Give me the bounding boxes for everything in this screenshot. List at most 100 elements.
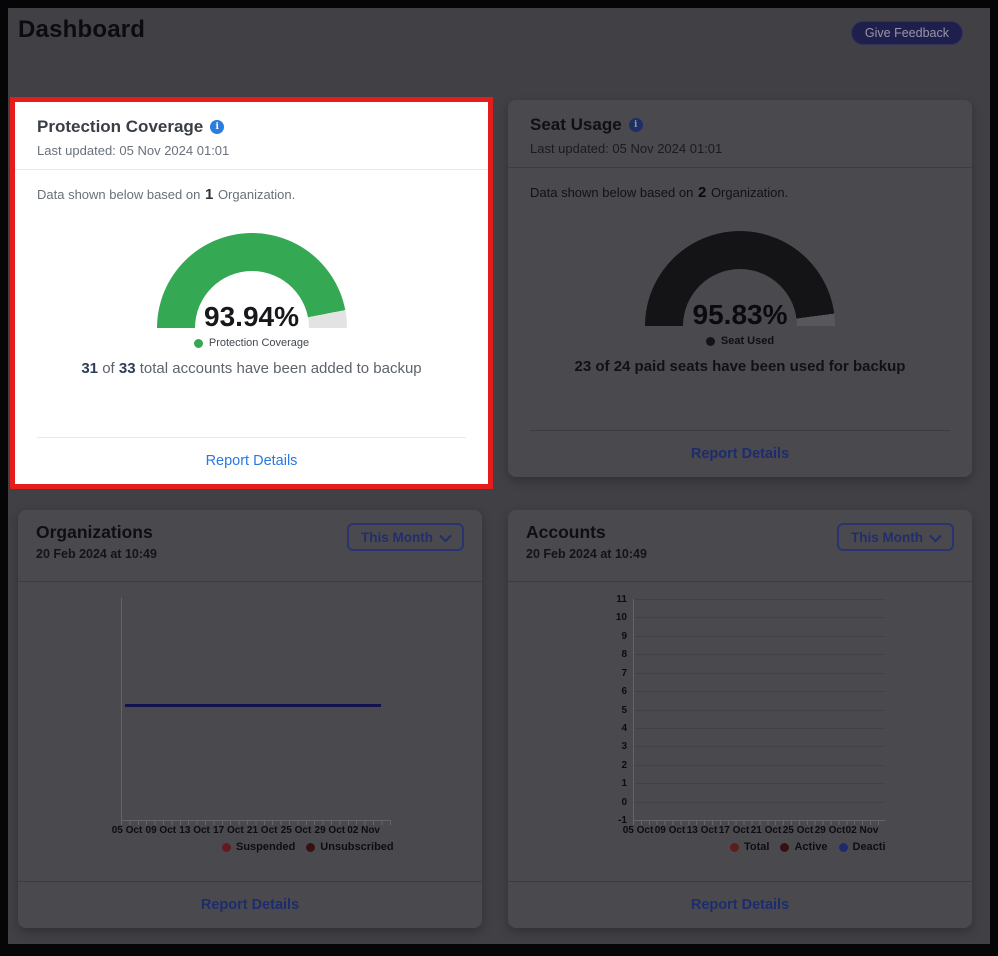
accounts-card-title: Accounts	[526, 522, 606, 542]
organizations-range-dropdown[interactable]: This Month	[347, 523, 464, 551]
legend-dot	[838, 842, 848, 852]
give-feedback-button[interactable]: Give Feedback	[850, 21, 963, 45]
legend-label: Total	[744, 841, 770, 853]
protection-gauge-legend: Protection Coverage	[37, 337, 466, 349]
organizations-card-title: Organizations	[36, 522, 153, 542]
accounts-range-dropdown[interactable]: This Month	[837, 523, 954, 551]
grid-line	[633, 654, 885, 656]
legend-item: Deactivated	[838, 841, 886, 853]
seat-summary: 23 of 24 paid seats have been used for b…	[574, 358, 906, 375]
organizations-card: Organizations 20 Feb 2024 at 10:49 This …	[18, 510, 482, 928]
y-axis-line	[633, 599, 634, 820]
legend-dot	[730, 842, 739, 852]
grid-line	[633, 599, 885, 600]
x-tick-label: 09 Oct	[145, 825, 177, 836]
info-icon[interactable]: i	[628, 118, 643, 132]
seat-gauge: 95.83%	[645, 231, 835, 326]
grid-line	[633, 783, 885, 785]
x-tick-label: 17 Oct	[213, 825, 244, 836]
protection-last-updated: Last updated: 05 Nov 2024 01:01	[37, 143, 230, 158]
x-tick-label: 13 Oct	[179, 825, 210, 836]
grid-line	[633, 746, 885, 748]
legend-label: Protection Coverage	[208, 337, 310, 349]
x-tick-label: 17 Oct	[718, 825, 750, 836]
legend-dot	[705, 336, 715, 346]
info-icon[interactable]: i	[210, 120, 225, 134]
grid-line	[633, 672, 885, 674]
seat-gauge-value: 95.83%	[692, 299, 788, 326]
accounts-card-header: Accounts 20 Feb 2024 at 10:49 This Month	[508, 510, 972, 581]
legend-dot	[222, 842, 231, 852]
x-tick-label: 29 Oct	[814, 825, 846, 836]
accounts-chart: 11 10 9 8 7 6 5 4 3 2 1 0 -1 05 Oct 09 Oct 13 Oct 17 Oct…	[508, 582, 972, 881]
protection-basis-line: Data shown below based on 1 Organization…	[37, 186, 466, 203]
basis-prefix: Data shown below based on	[530, 185, 694, 200]
grid-line	[633, 709, 885, 711]
x-axis-minor-ticks	[633, 821, 885, 825]
x-tick-label: 05 Oct	[622, 825, 654, 836]
y-tick-label: 2	[621, 759, 627, 771]
y-tick-label: 6	[621, 686, 627, 698]
page-title: Dashboard	[18, 16, 146, 43]
x-tick-label: 02 Nov	[845, 825, 879, 836]
x-axis-minor-ticks	[121, 821, 391, 825]
accounts-timestamp: 20 Feb 2024 at 10:49	[526, 547, 647, 561]
x-tick-label: 21 Oct	[246, 825, 278, 836]
x-tick-label: 25 Oct	[280, 825, 312, 836]
organizations-card-header: Organizations 20 Feb 2024 at 10:49 This …	[18, 510, 482, 581]
y-tick-label: 10	[615, 612, 627, 624]
x-axis-line	[121, 820, 391, 821]
dashboard-page: Dashboard Give Feedback Protection Cover…	[8, 8, 990, 944]
seat-report-details-link[interactable]: Report Details	[690, 446, 790, 462]
y-tick-label: 8	[621, 649, 627, 661]
y-tick-label: 9	[621, 630, 627, 642]
legend-label: Unsubscribed	[320, 841, 394, 853]
basis-count: 1	[204, 186, 214, 203]
protection-card-footer: Report Details	[37, 437, 466, 484]
grid-line	[633, 635, 885, 637]
protection-gauge: 93.94%	[156, 233, 347, 328]
chevron-down-icon	[929, 529, 942, 542]
basis-suffix: Organization.	[217, 187, 296, 202]
legend-label: Deactivated	[852, 841, 886, 853]
chevron-down-icon	[439, 529, 452, 542]
y-tick-label: 7	[621, 667, 627, 679]
legend-dot	[306, 842, 316, 852]
y-tick-label: 4	[621, 722, 627, 734]
legend-item: Suspended	[222, 841, 295, 853]
x-tick-label: 09 Oct	[654, 825, 686, 836]
legend-item: Active	[780, 841, 828, 853]
x-tick-label: 02 Nov	[347, 825, 380, 836]
summary-num2: 33	[118, 360, 136, 377]
summary-rest: total accounts have been added to backup	[139, 360, 422, 377]
x-tick-label: 29 Oct	[314, 825, 346, 836]
protection-card-body: Data shown below based on 1 Organization…	[15, 170, 488, 484]
divider	[508, 581, 972, 582]
legend-dot	[193, 338, 203, 348]
grid-line	[633, 764, 885, 766]
x-tick-label: 05 Oct	[111, 825, 143, 836]
x-axis-line	[633, 820, 885, 821]
protection-coverage-card: Protection Coverage i Last updated: 05 N…	[15, 102, 488, 484]
y-tick-label: 0	[621, 796, 627, 808]
organizations-card-footer: Report Details	[18, 881, 482, 928]
accounts-report-details-link[interactable]: Report Details	[690, 897, 790, 913]
summary-of: of	[102, 360, 115, 377]
legend-dot	[780, 842, 790, 852]
protection-report-details-link[interactable]: Report Details	[205, 453, 298, 469]
seat-card-header: Seat Usage i Last updated: 05 Nov 2024 0…	[508, 100, 972, 167]
accounts-card: Accounts 20 Feb 2024 at 10:49 This Month…	[508, 510, 972, 928]
protection-coverage-highlight-border: Protection Coverage i Last updated: 05 N…	[10, 97, 493, 489]
y-tick-label: 1	[621, 778, 627, 790]
accounts-card-footer: Report Details	[508, 881, 972, 928]
y-axis-line	[121, 598, 122, 820]
basis-suffix: Organization.	[710, 185, 789, 200]
legend-label: Seat Used	[720, 335, 775, 347]
organizations-report-details-link[interactable]: Report Details	[200, 897, 300, 913]
data-line	[125, 704, 381, 707]
seat-last-updated: Last updated: 05 Nov 2024 01:01	[530, 141, 723, 156]
chart-legend: SuspendedUnsubscribedActive	[222, 841, 394, 853]
legend-label: Active	[794, 841, 828, 853]
divider	[18, 581, 482, 582]
